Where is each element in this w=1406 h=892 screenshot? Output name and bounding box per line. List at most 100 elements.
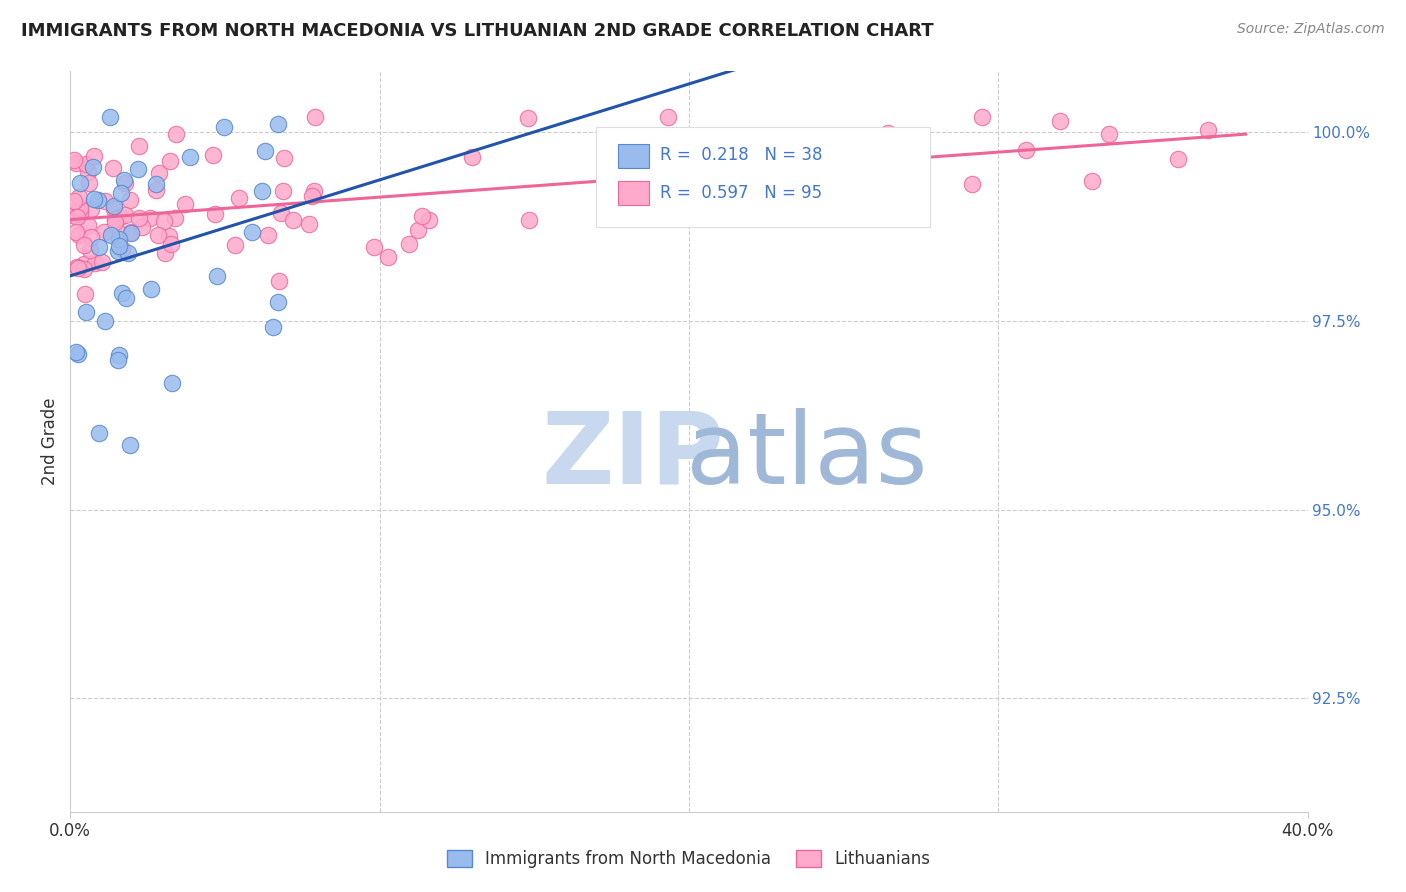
Text: ZIP: ZIP bbox=[541, 408, 724, 505]
Point bbox=[460, 150, 482, 164]
Point bbox=[128, 211, 150, 226]
Point bbox=[91, 255, 114, 269]
Point bbox=[657, 110, 679, 124]
Point bbox=[960, 177, 983, 191]
Point bbox=[204, 207, 226, 221]
Point bbox=[110, 186, 132, 200]
Point bbox=[418, 213, 440, 227]
Point bbox=[77, 165, 100, 179]
Point bbox=[1197, 123, 1219, 137]
Point bbox=[84, 256, 107, 270]
Y-axis label: 2nd Grade: 2nd Grade bbox=[41, 398, 59, 485]
Point bbox=[73, 287, 96, 301]
Point bbox=[104, 215, 127, 229]
Point bbox=[283, 213, 305, 227]
Point bbox=[65, 260, 87, 274]
Point bbox=[131, 219, 153, 234]
Point bbox=[377, 250, 399, 264]
Point bbox=[98, 110, 121, 124]
Point bbox=[214, 120, 236, 134]
Point bbox=[155, 245, 177, 260]
Point bbox=[876, 188, 898, 202]
Text: IMMIGRANTS FROM NORTH MACEDONIA VS LITHUANIAN 2ND GRADE CORRELATION CHART: IMMIGRANTS FROM NORTH MACEDONIA VS LITHU… bbox=[21, 22, 934, 40]
Point bbox=[77, 218, 100, 232]
FancyBboxPatch shape bbox=[596, 127, 931, 227]
Point bbox=[685, 167, 707, 181]
Point bbox=[111, 242, 134, 256]
Point bbox=[69, 176, 91, 190]
Point bbox=[69, 206, 91, 220]
Point bbox=[66, 210, 89, 224]
Point bbox=[163, 211, 186, 226]
Point bbox=[253, 144, 276, 158]
Point bbox=[77, 176, 100, 190]
Point bbox=[728, 169, 751, 183]
Point bbox=[127, 161, 149, 176]
Point bbox=[616, 174, 638, 188]
Point bbox=[517, 111, 540, 125]
Point bbox=[114, 176, 136, 190]
Point bbox=[65, 225, 87, 239]
Point bbox=[103, 199, 125, 213]
Point bbox=[108, 232, 131, 246]
Point bbox=[62, 153, 84, 168]
Point bbox=[664, 152, 686, 166]
Point bbox=[73, 257, 96, 271]
Text: R =  0.218   N = 38: R = 0.218 N = 38 bbox=[661, 146, 823, 164]
Point bbox=[157, 228, 180, 243]
Point bbox=[128, 139, 150, 153]
Point bbox=[266, 295, 288, 310]
Point bbox=[111, 285, 134, 300]
Point bbox=[271, 184, 294, 198]
Point bbox=[228, 191, 250, 205]
Point bbox=[103, 202, 125, 216]
Point bbox=[302, 184, 325, 198]
Point bbox=[69, 201, 91, 215]
Bar bbox=[619, 144, 650, 168]
Point bbox=[87, 193, 110, 207]
Point bbox=[73, 238, 96, 252]
Point bbox=[202, 148, 225, 162]
Point bbox=[94, 194, 117, 209]
Point bbox=[205, 268, 228, 283]
Point bbox=[845, 165, 868, 179]
Point bbox=[107, 348, 129, 362]
Point bbox=[250, 184, 273, 198]
Point bbox=[112, 172, 135, 186]
Point bbox=[101, 161, 124, 176]
Point bbox=[146, 227, 169, 242]
Point bbox=[87, 425, 110, 440]
Point bbox=[145, 183, 167, 197]
Point bbox=[83, 192, 105, 206]
Point bbox=[120, 227, 142, 241]
Point bbox=[1015, 143, 1038, 157]
Point bbox=[141, 282, 163, 296]
Point bbox=[411, 209, 433, 223]
Point bbox=[262, 320, 284, 334]
Point bbox=[159, 236, 181, 251]
Point bbox=[398, 237, 420, 252]
Point bbox=[301, 189, 323, 203]
Text: atlas: atlas bbox=[686, 408, 928, 505]
Point bbox=[107, 353, 129, 368]
Point bbox=[67, 261, 90, 276]
Point bbox=[82, 160, 104, 174]
Point bbox=[304, 110, 326, 124]
Point bbox=[224, 238, 246, 252]
Point bbox=[114, 291, 136, 305]
Point bbox=[153, 213, 176, 227]
Point bbox=[876, 126, 898, 140]
Point bbox=[145, 177, 167, 191]
Point bbox=[120, 225, 142, 239]
Point bbox=[66, 207, 89, 221]
Point bbox=[67, 227, 90, 242]
Bar bbox=[619, 181, 650, 204]
Point bbox=[117, 245, 139, 260]
Point bbox=[1167, 152, 1189, 166]
Legend: Immigrants from North Macedonia, Lithuanians: Immigrants from North Macedonia, Lithuan… bbox=[440, 843, 938, 875]
Point bbox=[139, 211, 162, 225]
Point bbox=[107, 239, 129, 253]
Point bbox=[94, 314, 117, 328]
Point bbox=[120, 438, 142, 452]
Point bbox=[80, 229, 103, 244]
